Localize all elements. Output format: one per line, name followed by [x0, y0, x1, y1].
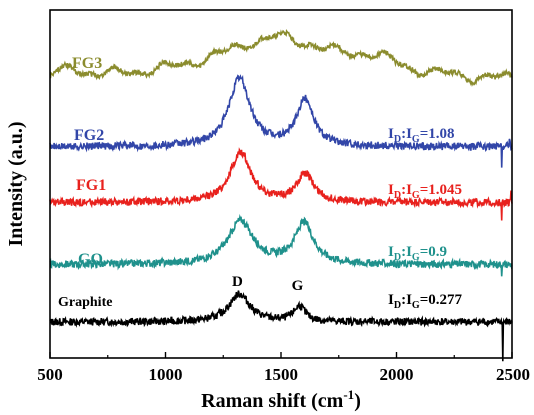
series-line-fg3	[49, 29, 513, 87]
y-axis-label: Intensity (a.u.)	[5, 121, 27, 246]
x-tick-label-500: 500	[37, 365, 63, 384]
ratio-label-fg1: ID:IG=1.045	[388, 182, 462, 201]
series-line-fg2	[49, 74, 513, 168]
series-line-graphite	[49, 290, 513, 362]
series-name-fg2: FG2	[74, 127, 104, 144]
x-tick-label-1500: 1500	[264, 365, 298, 384]
x-axis-ticks: 500 1000 1500 2000 2500	[37, 352, 530, 384]
x-tick-label-1000: 1000	[149, 365, 183, 384]
x-tick-label-2000: 2000	[380, 365, 414, 384]
x-axis-label-close: )	[354, 390, 361, 412]
ratio-label-fg2: ID:IG=1.08	[388, 126, 455, 145]
peak-label-g: G	[292, 278, 304, 294]
series-name-go: GO	[78, 251, 103, 268]
ratio-label-graphite: ID:IG=0.277	[388, 292, 463, 311]
series-labels: Graphite ID:IG=0.277 GO ID:IG=0.9 FG1 ID:IG=1…	[58, 55, 463, 311]
x-axis-label: Raman shift (cm-1)	[201, 387, 361, 412]
series-name-fg3: FG3	[72, 55, 102, 72]
series-layer	[49, 29, 513, 362]
series-line-go	[49, 213, 513, 277]
series-line-fg1	[49, 147, 513, 221]
peak-label-d: D	[232, 274, 243, 290]
ratio-label-go: ID:IG=0.9	[388, 244, 447, 263]
series-name-fg1: FG1	[76, 177, 106, 194]
x-axis-label-sup: -1	[343, 387, 354, 402]
x-axis-label-main: Raman shift (cm	[201, 390, 344, 412]
x-tick-label-2500: 2500	[496, 365, 530, 384]
series-name-graphite: Graphite	[58, 295, 112, 310]
